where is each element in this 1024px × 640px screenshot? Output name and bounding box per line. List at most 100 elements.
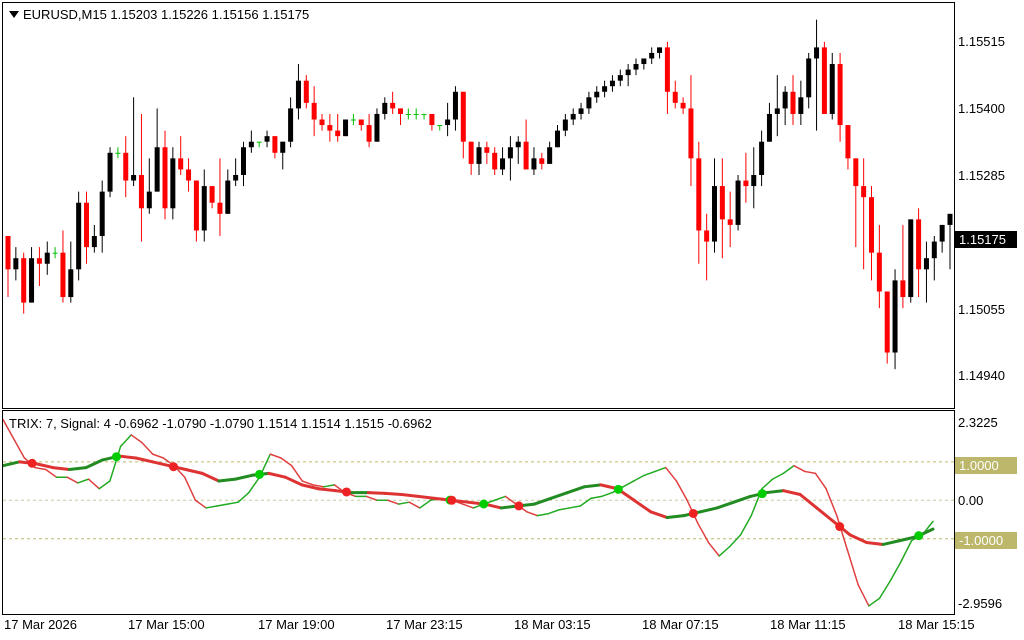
candle	[923, 241, 929, 303]
candle-body	[311, 102, 317, 120]
signal-line-segment	[267, 471, 287, 479]
candle	[193, 180, 199, 242]
candle	[225, 169, 231, 214]
candle	[13, 247, 19, 281]
candle-body	[602, 86, 608, 92]
candle-body	[782, 91, 788, 109]
trix-line-segment	[793, 464, 806, 473]
candle-body	[507, 147, 513, 159]
candle	[743, 152, 749, 203]
candle	[547, 141, 553, 164]
candle	[931, 236, 937, 281]
candle-body	[617, 75, 623, 81]
candle-body	[625, 69, 631, 76]
candle	[60, 230, 66, 303]
candle	[562, 113, 568, 137]
time-axis-label: 18 Mar 15:15	[898, 617, 975, 632]
signal-line-segment	[84, 458, 105, 470]
signal-line-segment	[549, 491, 570, 500]
candle-body	[719, 186, 725, 220]
candle-body	[5, 236, 11, 270]
candle-body	[445, 119, 451, 126]
candle-body	[531, 158, 537, 170]
candle	[429, 113, 435, 131]
candle-body	[680, 102, 686, 109]
trix-line-segment	[558, 507, 571, 511]
candle-body	[821, 47, 827, 114]
signal-line-segment	[532, 496, 553, 506]
candle-body	[335, 130, 341, 137]
candle-body	[272, 136, 278, 153]
candle	[814, 19, 820, 131]
candle	[798, 80, 804, 126]
trix-line-segment	[782, 464, 795, 475]
candle	[437, 125, 443, 131]
trix-line-segment	[109, 445, 122, 482]
candle	[256, 141, 262, 148]
candle	[288, 97, 294, 148]
dropdown-arrow-icon[interactable]	[9, 11, 19, 18]
signal-line-segment	[300, 483, 321, 491]
candle-body	[201, 186, 207, 231]
candle	[272, 136, 278, 159]
trix-line-segment	[643, 470, 656, 477]
candle-body	[327, 125, 333, 131]
candle-body	[931, 241, 937, 259]
candle	[555, 125, 560, 148]
candle	[578, 102, 584, 120]
candle-body	[947, 213, 953, 225]
crossover-dot	[342, 487, 352, 497]
indicator-pane[interactable]: TRIX: 7, Signal: 4 -0.6962 -1.0790 -1.07…	[2, 410, 955, 615]
candle-body	[374, 113, 380, 142]
candle	[303, 75, 309, 109]
candle-body	[806, 58, 812, 98]
signal-line-segment	[715, 500, 736, 510]
price-chart-pane[interactable]: EURUSD,M15 1.15203 1.15226 1.15156 1.151…	[2, 2, 955, 409]
candle	[688, 75, 694, 187]
candle-body	[429, 113, 435, 126]
trix-line-segment	[141, 441, 154, 455]
signal-line-segment	[649, 510, 669, 520]
candle	[295, 64, 301, 120]
trix-line-segment	[579, 497, 592, 507]
candle-body	[186, 169, 192, 181]
candle	[759, 130, 765, 187]
candle-body	[727, 219, 733, 225]
candle-body	[570, 113, 576, 120]
candle-body	[884, 291, 890, 353]
candle-body	[52, 252, 58, 254]
candle-body	[704, 230, 710, 242]
trix-line-segment	[718, 545, 731, 557]
candle	[696, 141, 702, 264]
signal-line-segment	[798, 492, 819, 510]
signal-line-segment	[865, 541, 885, 546]
crossover-dot	[514, 501, 524, 511]
candle	[476, 141, 482, 175]
candle	[774, 75, 780, 137]
candle	[727, 191, 733, 248]
candle-body	[241, 147, 246, 175]
trix-line-segment	[226, 501, 239, 505]
candle-body	[492, 152, 498, 170]
candle	[154, 108, 160, 192]
candle-body	[68, 269, 74, 298]
trix-line-segment	[12, 438, 26, 459]
candle-body	[798, 97, 804, 114]
candle	[570, 108, 576, 126]
candle-body	[303, 80, 309, 103]
candle	[484, 141, 490, 164]
trix-line-segment	[622, 480, 635, 488]
candle	[311, 86, 317, 137]
candle-body	[672, 91, 678, 103]
candle-body	[146, 191, 152, 209]
price-axis-label: 1.15515	[958, 34, 1005, 49]
candle	[649, 47, 655, 65]
candle-body	[44, 252, 50, 264]
candle	[146, 158, 152, 214]
candle-body	[170, 158, 176, 209]
candle-body	[743, 180, 749, 187]
candle	[460, 91, 466, 159]
candle	[115, 147, 121, 159]
signal-line-segment	[400, 492, 420, 498]
candle	[350, 113, 356, 126]
